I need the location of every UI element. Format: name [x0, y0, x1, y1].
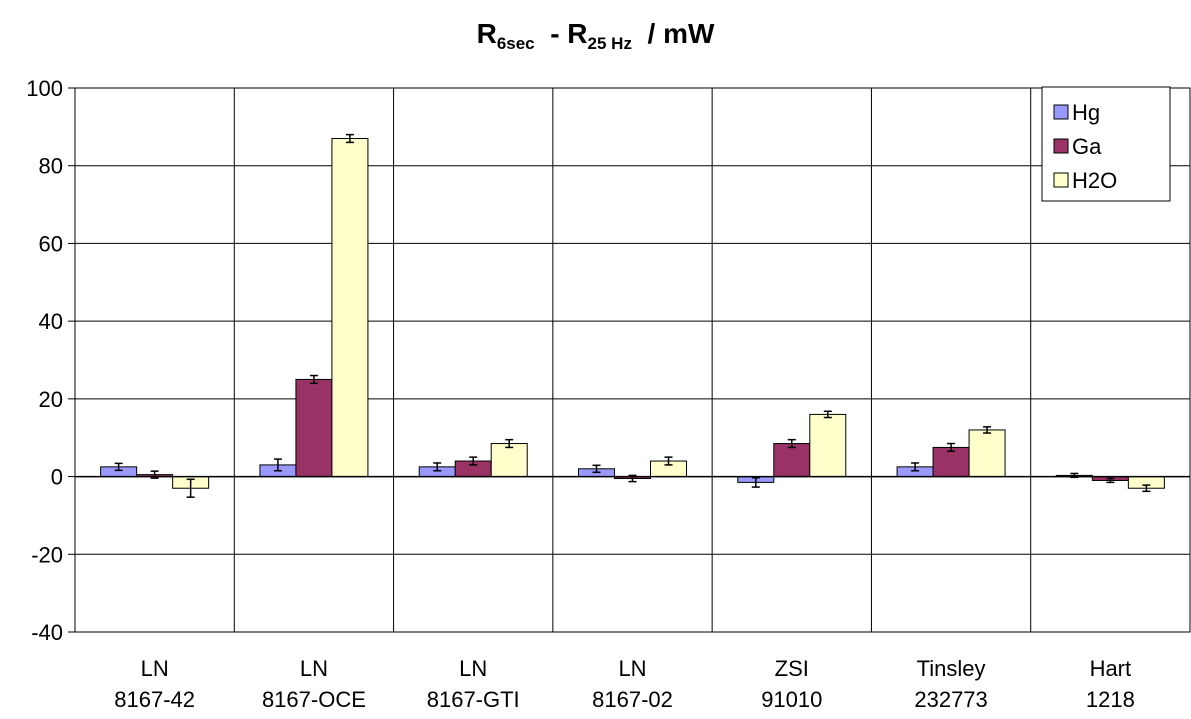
- x-tick-label: LN: [618, 656, 646, 681]
- x-tick-label: 8167-02: [592, 687, 673, 712]
- x-tick-label: Hart: [1090, 656, 1132, 681]
- bar-h2o: [490, 443, 528, 478]
- bar-h2o: [809, 413, 847, 478]
- legend-label-ga: Ga: [1072, 134, 1102, 159]
- x-tick-label: ZSI: [775, 656, 809, 681]
- x-tick-label: LN: [141, 656, 169, 681]
- x-tick-label: LN: [300, 656, 328, 681]
- plot-area: [74, 87, 1191, 633]
- legend-swatch-h2o: [1053, 172, 1069, 188]
- legend-swatch-ga: [1053, 138, 1069, 154]
- y-tick-label: 40: [39, 309, 63, 334]
- y-tick-label: 100: [26, 76, 63, 101]
- y-tick-label: 80: [39, 154, 63, 179]
- y-tick-label: 20: [39, 387, 63, 412]
- chart-title: R6sec - R25 Hz / mW: [476, 18, 715, 53]
- bar-h2o: [968, 429, 1006, 478]
- x-tick-label: 8167-42: [114, 687, 195, 712]
- bar-h2o: [331, 138, 369, 478]
- x-tick-label: 1218: [1086, 687, 1135, 712]
- x-tick-label: 232773: [914, 687, 987, 712]
- x-tick-label: 91010: [761, 687, 822, 712]
- bar-ga: [295, 378, 333, 478]
- legend-label-h2o: H2O: [1072, 168, 1117, 193]
- x-tick-label: Tinsley: [917, 656, 986, 681]
- y-tick-label: -40: [31, 620, 63, 645]
- legend-label-hg: Hg: [1072, 100, 1100, 125]
- x-tick-label: LN: [459, 656, 487, 681]
- y-tick-label: 60: [39, 231, 63, 256]
- legend-swatch-hg: [1053, 104, 1069, 120]
- x-tick-label: 8167-GTI: [427, 687, 520, 712]
- x-tick-label: 8167-OCE: [262, 687, 366, 712]
- y-tick-label: -20: [31, 542, 63, 567]
- bar-ga: [773, 443, 811, 478]
- y-tick-label: 0: [51, 465, 63, 490]
